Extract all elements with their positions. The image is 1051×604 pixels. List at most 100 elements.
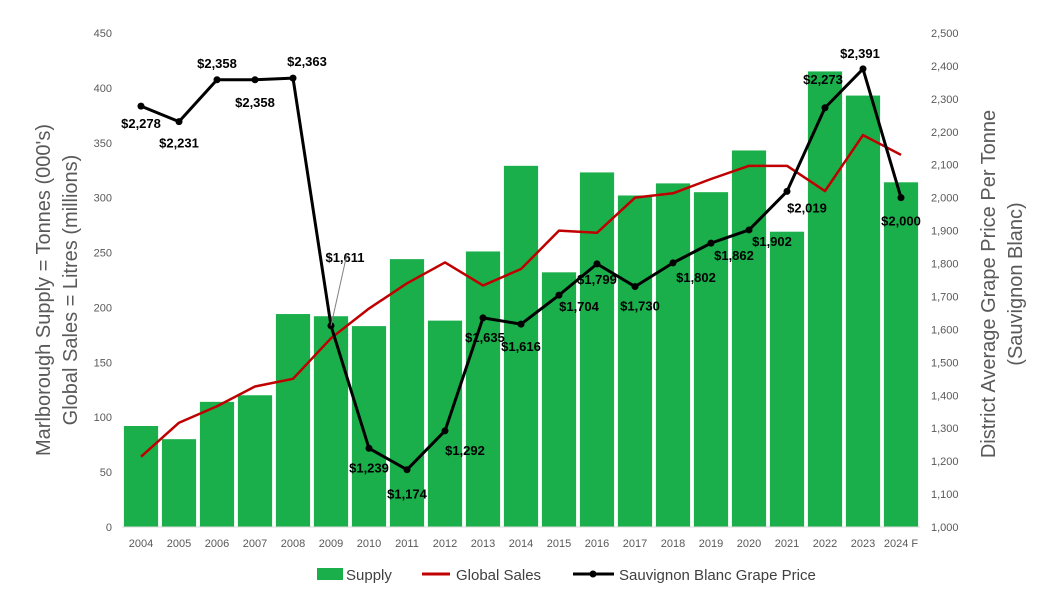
y2-tick-label: 2,500 (931, 28, 959, 40)
x-tick-label: 2008 (281, 538, 305, 550)
supply-bar (199, 401, 235, 527)
grape-price-point (137, 102, 145, 110)
price-label: $1,902 (752, 234, 792, 249)
supply-bar (655, 183, 691, 527)
supply-bar (351, 326, 387, 527)
y-tick-label: 100 (94, 412, 112, 424)
x-tick-label: 2022 (813, 538, 837, 550)
y2-tick-label: 1,500 (931, 357, 959, 369)
y2-tick-label: 1,000 (931, 522, 959, 534)
x-tick-label: 2014 (509, 538, 533, 550)
x-tick-label: 2017 (623, 538, 647, 550)
y2-tick-label: 1,900 (931, 226, 959, 238)
y2-axis-title-line1: District Average Grape Price Per Tonne (978, 110, 1000, 458)
supply-bar (123, 426, 159, 527)
x-tick-label: 2004 (129, 538, 153, 550)
price-data-labels: $2,278 $2,231 $2,358 $2,358 $2,363 $1,611 $1,2… (121, 46, 921, 502)
grape-price-point (707, 239, 715, 247)
x-tick-label: 2010 (357, 538, 381, 550)
x-tick-label: 2020 (737, 538, 761, 550)
supply-bar (617, 195, 653, 527)
x-tick-label: 2019 (699, 538, 723, 550)
price-label: $2,019 (787, 200, 827, 215)
y-tick-label: 400 (94, 83, 112, 95)
price-label: $1,635 (465, 330, 505, 345)
grape-price-point (859, 65, 867, 73)
supply-bar (845, 95, 881, 527)
supply-bar (503, 165, 539, 527)
x-tick-label: 2005 (167, 538, 191, 550)
grape-price-point (213, 76, 221, 84)
supply-bar (275, 314, 311, 527)
legend: Supply Global Sales Sauvignon Blanc Grap… (317, 567, 816, 584)
y-tick-label: 300 (94, 193, 112, 205)
left-axis-ticks: 0 50 100 150 200 250 300 350 400 450 (94, 28, 112, 534)
y2-tick-label: 1,200 (931, 456, 959, 468)
supply-bar (313, 316, 349, 527)
supply-bar (465, 251, 501, 528)
supply-bar (389, 259, 425, 527)
x-tick-label: 2013 (471, 538, 495, 550)
y2-tick-label: 1,700 (931, 291, 959, 303)
x-tick-label: 2016 (585, 538, 609, 550)
y2-tick-label: 1,100 (931, 489, 959, 501)
supply-bar (427, 320, 463, 527)
supply-bar (807, 71, 843, 527)
grape-price-point (555, 291, 563, 299)
y-axis-title-line2: Global Sales = Litres (millions) (60, 155, 82, 426)
price-label: $1,239 (349, 460, 389, 475)
grape-price-point (821, 104, 829, 112)
y-axis-title-line1: Marlborough Supply = Tonnes (000's) (33, 124, 55, 456)
y2-tick-label: 2,000 (931, 193, 959, 205)
x-tick-label: 2011 (395, 538, 419, 550)
x-tick-label: 2009 (319, 538, 343, 550)
x-tick-label: 2024 F (884, 538, 919, 550)
x-tick-label: 2021 (775, 538, 799, 550)
legend-swatch-supply (317, 568, 343, 580)
legend-marker-grape-price (589, 570, 597, 578)
price-label: $1,730 (620, 299, 660, 314)
legend-item-global-sales: Global Sales (422, 567, 541, 584)
y-tick-label: 0 (106, 522, 112, 534)
y-tick-label: 450 (94, 28, 112, 40)
price-label: $2,391 (840, 46, 880, 61)
grape-price-point (517, 320, 525, 328)
price-label: $1,616 (501, 339, 541, 354)
global-sales-series (140, 133, 902, 458)
legend-label-supply: Supply (346, 567, 392, 584)
price-label: $1,292 (445, 443, 485, 458)
y2-tick-label: 2,200 (931, 127, 959, 139)
grape-price-point (403, 466, 411, 474)
right-axis-ticks: 1,000 1,100 1,200 1,300 1,400 1,500 1,600 1,700… (931, 28, 959, 534)
legend-label-grape-price: Sauvignon Blanc Grape Price (619, 567, 816, 584)
x-tick-label: 2007 (243, 538, 267, 550)
grape-price-point (593, 260, 601, 268)
label-leader-line (330, 253, 348, 326)
y2-tick-label: 1,300 (931, 423, 959, 435)
supply-bars (123, 71, 919, 528)
y2-tick-label: 2,400 (931, 61, 959, 73)
grape-price-point (783, 187, 791, 195)
supply-bar (161, 439, 197, 527)
grape-price-point (745, 226, 753, 234)
supply-bar (883, 182, 919, 527)
supply-bar (541, 272, 577, 527)
price-label: $2,358 (197, 56, 237, 71)
legend-label-global-sales: Global Sales (456, 567, 541, 584)
y2-tick-label: 2,100 (931, 160, 959, 172)
grape-price-point (289, 74, 297, 82)
x-tick-label: 2018 (661, 538, 685, 550)
y2-tick-label: 1,600 (931, 324, 959, 336)
price-label: $1,862 (714, 248, 754, 263)
grape-price-point (897, 194, 905, 202)
grape-price-line (137, 65, 905, 474)
price-label: $2,363 (287, 54, 327, 69)
x-tick-label: 2012 (433, 538, 457, 550)
x-tick-label: 2015 (547, 538, 571, 550)
price-label: $2,231 (159, 136, 199, 151)
supply-bar (237, 395, 273, 527)
price-label: $2,278 (121, 116, 161, 131)
x-tick-label: 2023 (851, 538, 875, 550)
grape-price-point (175, 118, 183, 126)
